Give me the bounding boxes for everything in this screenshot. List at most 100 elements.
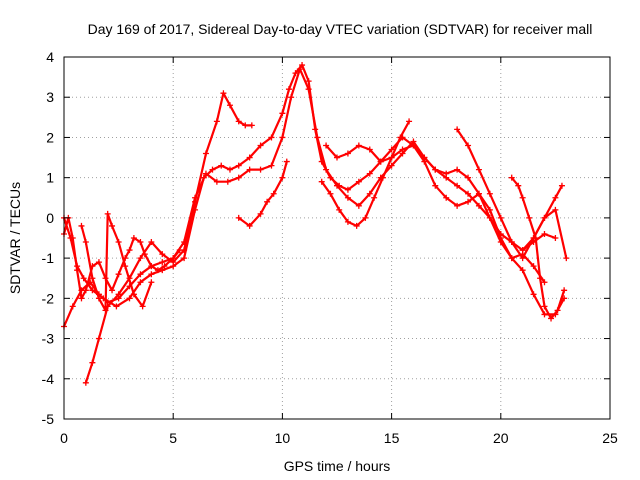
data-point-marker xyxy=(224,178,231,185)
data-point-marker xyxy=(561,287,568,294)
data-point-marker xyxy=(257,166,264,173)
data-point-marker xyxy=(89,359,96,366)
data-point-marker xyxy=(334,182,340,189)
data-point-marker xyxy=(246,166,253,173)
data-point-marker xyxy=(519,194,526,201)
data-point-marker xyxy=(371,194,378,201)
data-point-marker xyxy=(170,255,177,262)
data-point-marker xyxy=(541,214,548,221)
data-point-marker xyxy=(69,303,76,310)
data-point-marker xyxy=(552,206,559,213)
data-point-marker xyxy=(130,235,137,241)
data-point-marker xyxy=(95,295,102,302)
data-point-marker xyxy=(537,275,544,282)
data-point-marker xyxy=(344,150,351,157)
data-point-marker xyxy=(257,210,264,217)
data-point-marker xyxy=(213,178,220,185)
series-track-e xyxy=(78,210,155,314)
data-point-marker xyxy=(541,303,548,310)
data-point-marker xyxy=(432,182,439,189)
data-point-marker xyxy=(130,291,137,298)
data-point-marker xyxy=(399,146,406,153)
data-point-marker xyxy=(115,271,122,278)
data-point-marker xyxy=(526,214,533,221)
data-point-marker xyxy=(268,134,275,141)
data-point-marker xyxy=(109,287,116,294)
data-point-marker xyxy=(497,235,504,241)
data-point-marker xyxy=(454,202,461,209)
data-point-marker xyxy=(176,247,183,254)
data-point-marker xyxy=(181,255,188,262)
data-point-marker xyxy=(148,279,155,286)
series-line xyxy=(62,67,566,328)
data-point-marker xyxy=(102,307,109,314)
data-point-marker xyxy=(235,162,242,169)
data-point-marker xyxy=(246,154,253,161)
data-point-marker xyxy=(355,202,362,209)
data-point-marker xyxy=(432,166,439,173)
data-point-marker xyxy=(486,206,493,213)
data-point-marker xyxy=(397,134,404,141)
data-point-marker xyxy=(519,255,526,262)
grid-lines xyxy=(64,57,610,419)
data-point-marker xyxy=(137,239,144,246)
data-point-marker xyxy=(246,222,253,229)
data-point-marker xyxy=(305,78,312,85)
data-point-marker xyxy=(323,166,330,173)
data-point-marker xyxy=(296,66,303,73)
data-point-marker xyxy=(552,235,559,241)
data-point-marker xyxy=(69,235,76,241)
data-point-marker xyxy=(443,170,450,177)
data-point-marker xyxy=(82,287,89,294)
data-point-marker xyxy=(558,182,565,189)
data-point-marker xyxy=(192,198,199,205)
series-track-j xyxy=(508,174,568,322)
data-point-marker xyxy=(366,170,373,177)
y-tick-label: 3 xyxy=(46,89,54,105)
data-point-marker xyxy=(344,218,351,225)
data-point-marker xyxy=(126,247,133,254)
data-point-marker xyxy=(209,166,216,173)
data-point-marker xyxy=(113,303,120,310)
data-point-marker xyxy=(288,94,295,101)
data-point-marker xyxy=(283,158,290,165)
x-tick-label: 5 xyxy=(169,430,177,446)
data-point-marker xyxy=(379,174,386,181)
series-line xyxy=(510,176,566,320)
data-point-marker xyxy=(154,267,161,274)
data-point-marker xyxy=(508,239,515,246)
data-point-marker xyxy=(89,275,96,282)
data-point-marker xyxy=(104,210,111,217)
data-point-marker xyxy=(508,174,515,181)
data-point-marker xyxy=(554,307,561,314)
series-track-c xyxy=(82,90,255,386)
data-point-marker xyxy=(285,86,292,93)
data-point-marker xyxy=(530,291,537,298)
data-point-marker xyxy=(366,146,373,153)
data-point-marker xyxy=(235,174,242,181)
data-point-marker xyxy=(235,214,242,221)
y-tick-label: -2 xyxy=(42,290,55,306)
data-point-marker xyxy=(486,190,493,197)
data-point-marker xyxy=(355,142,362,149)
series-line xyxy=(456,128,564,260)
data-point-marker xyxy=(530,235,537,241)
data-point-marker xyxy=(137,255,144,262)
x-tick-label: 20 xyxy=(493,430,509,446)
y-tick-label: -1 xyxy=(42,250,55,266)
data-point-marker xyxy=(82,379,89,386)
data-point-marker xyxy=(318,178,325,185)
data-point-marker xyxy=(519,247,526,254)
data-point-marker xyxy=(242,122,249,129)
data-point-marker xyxy=(353,222,360,229)
data-point-marker xyxy=(148,263,155,270)
data-point-marker xyxy=(213,118,220,125)
data-point-marker xyxy=(299,62,306,69)
data-point-marker xyxy=(279,110,286,117)
data-point-marker xyxy=(465,190,472,197)
data-point-marker xyxy=(475,190,482,197)
data-point-marker xyxy=(74,267,81,274)
data-point-marker xyxy=(82,239,89,246)
data-point-marker xyxy=(314,134,321,141)
